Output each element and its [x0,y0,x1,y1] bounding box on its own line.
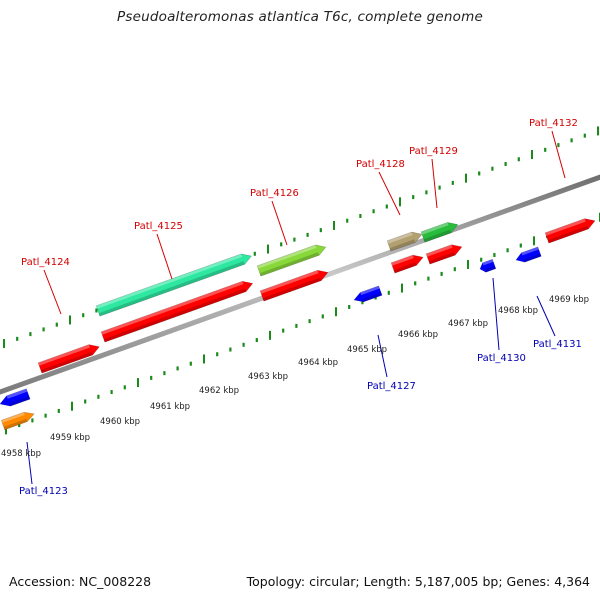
label-leader-lines [26,130,566,485]
scale-label: 4963 kbp [248,372,288,382]
gene-labels: Patl_4123 Patl_4124 Patl_4125 Patl_4126 Patl… [19,118,582,497]
feature-layer [0,218,596,431]
misc-feature-forward [386,231,423,252]
leader-line [492,277,500,351]
leader-line [156,233,173,280]
gene-label: Patl_4131 [533,339,582,350]
scale-label: 4966 kbp [398,330,438,340]
gene-arrow-forward [100,280,254,343]
scale-label: 4958 kbp [1,449,41,459]
scale-label: 4961 kbp [150,402,190,412]
scale-label: 4959 kbp [50,433,90,443]
scale-label: 4964 kbp [298,358,338,368]
gene-arrow-reverse [353,285,383,303]
leader-line [271,200,288,246]
gene-label: Patl_4126 [250,188,299,199]
scale-label: 4965 kbp [347,345,387,355]
gene-arrow-reverse [0,388,31,407]
gene-label: Patl_4125 [134,221,183,232]
gene-label: Patl_4127 [367,381,416,392]
gene-arrow-forward [37,344,100,374]
gene-label: Patl_4124 [21,257,70,268]
scale-label: 4967 kbp [448,319,488,329]
gene-arrow-reverse [515,246,542,263]
rna-feature-reverse [0,411,35,431]
leader-line [377,334,388,378]
leader-line [26,441,33,485]
gene-arrow-reverse [479,258,497,273]
leader-line [43,269,62,315]
gene-label: Patl_4129 [409,146,458,157]
rna-feature-forward [95,253,253,317]
page-title: Pseudoalteromonas atlantica T6c, complet… [117,9,483,25]
leader-line [536,295,556,337]
gene-arrow-forward [425,244,463,265]
gene-arrow-forward [544,218,596,244]
scale-labels: 4958 kbp 4959 kbp 4960 kbp 4961 kbp 4962 kbp… [1,295,589,459]
gene-arrow-forward [390,254,424,274]
scale-label: 4969 kbp [549,295,589,305]
topology-stats-text: Topology: circular; Length: 5,187,005 bp… [246,574,590,589]
leader-line [431,158,438,209]
scale-label: 4960 kbp [100,417,140,427]
gene-label: Patl_4132 [529,118,578,129]
misc-feature-forward [420,222,459,243]
gene-label: Patl_4123 [19,486,68,497]
rna-feature-forward [256,244,327,277]
gene-arrow-forward [259,269,329,302]
accession-text: Accession: NC_008228 [9,574,152,589]
scale-label: 4968 kbp [498,306,538,316]
scale-label: 4962 kbp [199,386,239,396]
gene-label: Patl_4128 [356,159,405,170]
reverse-scale-ticks [5,212,600,435]
leader-line [378,171,401,216]
gene-label: Patl_4130 [477,353,526,364]
leader-line [551,130,566,179]
